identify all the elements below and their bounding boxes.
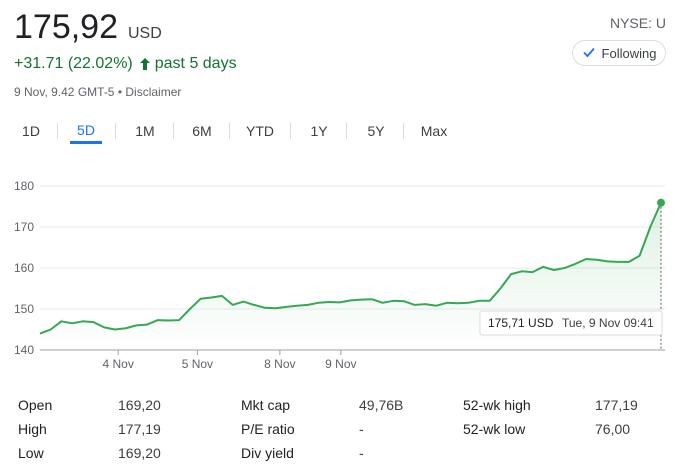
tab-5d[interactable]: 5D (70, 118, 102, 144)
price-chart-svg[interactable]: 140 150 160 170 180 4 Nov 5 Nov 8 Nov 9 Nov 175… (0, 170, 689, 380)
tab-label: 6M (192, 123, 212, 139)
y-tick-label: 180 (14, 179, 34, 193)
tooltip-time: Tue, 9 Nov 09:41 (562, 316, 654, 330)
y-tick-label: 160 (14, 261, 34, 275)
stat-value-high: 177,19 (118, 421, 161, 437)
stat-value-low: 169,20 (118, 445, 161, 461)
following-label: Following (601, 45, 657, 61)
stat-value-pe-ratio: - (359, 421, 364, 437)
current-price: 175,92 (14, 8, 118, 46)
tab-ytd[interactable]: YTD (238, 118, 282, 144)
stat-value-52wk-low: 76,00 (595, 421, 631, 437)
price-chart[interactable]: 140 150 160 170 180 4 Nov 5 Nov 8 Nov 9 Nov 175… (0, 170, 689, 380)
x-tick-label: 9 Nov (325, 357, 356, 371)
chart-tooltip: 175,71 USD Tue, 9 Nov 09:41 (479, 310, 663, 336)
tab-divider (346, 123, 347, 139)
stat-label-high: High (18, 421, 47, 437)
stat-label-mkt-cap: Mkt cap (241, 397, 291, 413)
range-tabs: 1D 5D 1M 6M YTD 1Y 5Y Max (0, 118, 689, 146)
tab-divider (57, 123, 58, 139)
stat-value-open: 169,20 (118, 397, 161, 413)
price-line (39, 202, 662, 335)
stat-label-open: Open (18, 397, 53, 413)
x-tick-label: 8 Nov (264, 357, 295, 371)
stat-label-52wk-low: 52-wk low (463, 421, 526, 437)
last-price-point (657, 198, 665, 207)
arrow-up-icon (139, 57, 151, 71)
stat-label-low: Low (18, 445, 44, 461)
tab-label: 1D (22, 123, 40, 139)
tooltip-value: 175,71 USD (488, 316, 554, 330)
change-period: past 5 days (154, 55, 237, 72)
x-tick-label: 5 Nov (182, 357, 213, 371)
check-icon (582, 45, 596, 62)
y-tick-label: 170 (14, 220, 34, 234)
x-tick-label: 4 Nov (102, 357, 133, 371)
tab-1y[interactable]: 1Y (302, 118, 336, 144)
stat-value-mkt-cap: 49,76B (359, 397, 404, 413)
stat-label-52wk-high: 52-wk high (463, 397, 531, 413)
quote-timestamp: 9 Nov, 9.42 GMT-5 (14, 85, 115, 99)
stat-label-div-yield: Div yield (241, 445, 294, 461)
tab-divider (403, 123, 404, 139)
disclaimer-link[interactable]: Disclaimer (125, 85, 182, 99)
tab-label: 5Y (367, 123, 385, 139)
tab-divider (290, 123, 291, 139)
y-tick-label: 140 (14, 343, 34, 357)
tooltip-box (479, 310, 663, 336)
stat-label-pe-ratio: P/E ratio (241, 421, 295, 437)
quote-meta: 9 Nov, 9.42 GMT-5 • Disclaimer (14, 85, 181, 99)
tab-label: YTD (246, 123, 274, 139)
tab-label: Max (420, 123, 448, 139)
y-tick-label: 150 (14, 302, 34, 316)
tab-5y[interactable]: 5Y (359, 118, 393, 144)
tab-label: 5D (77, 121, 95, 138)
tab-label: 1Y (310, 123, 328, 139)
tab-1d[interactable]: 1D (14, 118, 48, 144)
following-button[interactable]: Following (572, 40, 666, 66)
price-header: 175,92 USD (14, 8, 162, 47)
tab-6m[interactable]: 6M (183, 118, 221, 144)
key-stats: Open 169,20 High 177,19 Low 169,20 Mkt c… (0, 392, 689, 474)
currency-label: USD (128, 25, 162, 42)
bullet-separator: • (117, 85, 126, 99)
exchange-ticker: NYSE: U (609, 15, 666, 31)
tab-label: 1M (135, 123, 155, 139)
tab-1m[interactable]: 1M (125, 118, 165, 144)
tab-divider (173, 123, 174, 139)
stat-value-52wk-high: 177,19 (595, 397, 638, 413)
change-amount: +31.71 (22.02%) (14, 55, 133, 72)
tab-max[interactable]: Max (414, 118, 454, 144)
tab-divider (229, 123, 230, 139)
price-change: +31.71 (22.02%) past 5 days (14, 55, 237, 73)
stat-value-div-yield: - (359, 445, 364, 461)
tab-divider (115, 123, 116, 139)
